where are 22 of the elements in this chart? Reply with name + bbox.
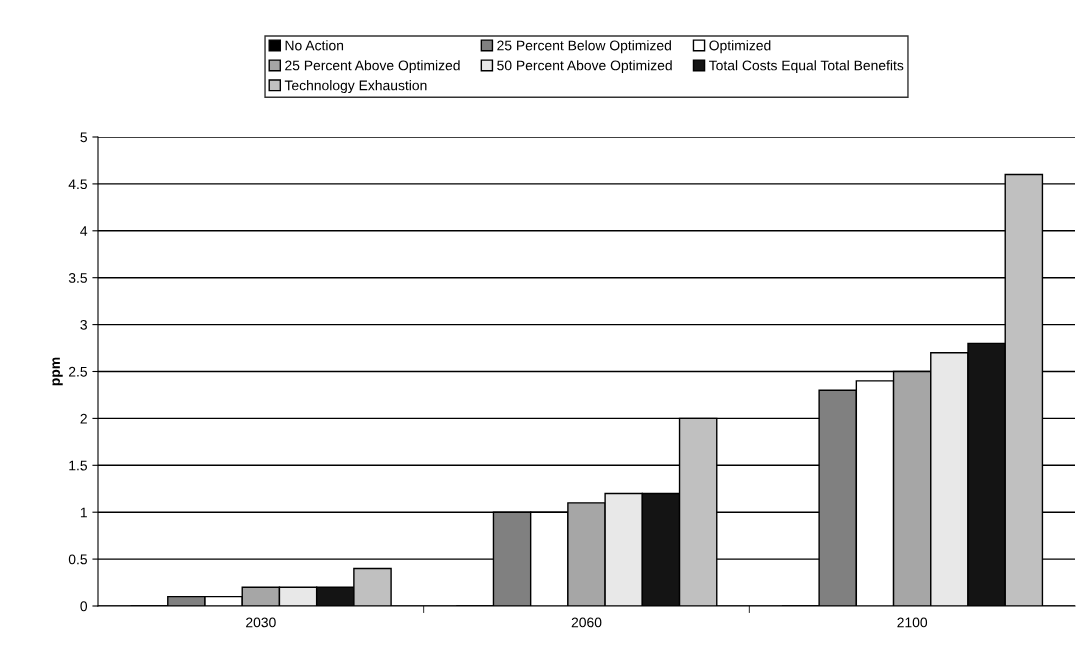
y-tick-label: 1.5: [69, 460, 87, 471]
legend-label: 25 Percent Below Optimized: [497, 40, 671, 54]
y-tick-label: 1: [80, 507, 87, 518]
y-tick-label: 3.5: [68, 273, 87, 283]
y-tick-label: 3: [80, 319, 87, 330]
legend-label: 50 Percent Above Optimized: [497, 60, 672, 74]
y-tick-label: 0: [80, 601, 88, 612]
y-tick-label: 2: [80, 413, 87, 424]
legend-label: Optimized: [709, 40, 771, 54]
y-tick-label: 2.5: [68, 366, 87, 377]
legend-label: Technology Exhaustion: [284, 80, 427, 94]
y-tick-label: 0.5: [68, 554, 87, 565]
y-tick-label: 4: [80, 226, 88, 236]
y-axis-title: ppm: [52, 357, 63, 386]
legend-label: No Action: [285, 40, 344, 51]
y-tick-label: 5: [80, 132, 87, 143]
x-tick-label: 2100: [897, 617, 928, 628]
legend-label: Total Costs Equal Total Benefits: [709, 60, 904, 74]
y-tick-label: 4.5: [68, 179, 87, 190]
x-tick-label: 2030: [246, 617, 276, 628]
legend-label: 25 Percent Above Optimized: [285, 60, 460, 74]
x-tick-label: 2060: [571, 617, 602, 628]
